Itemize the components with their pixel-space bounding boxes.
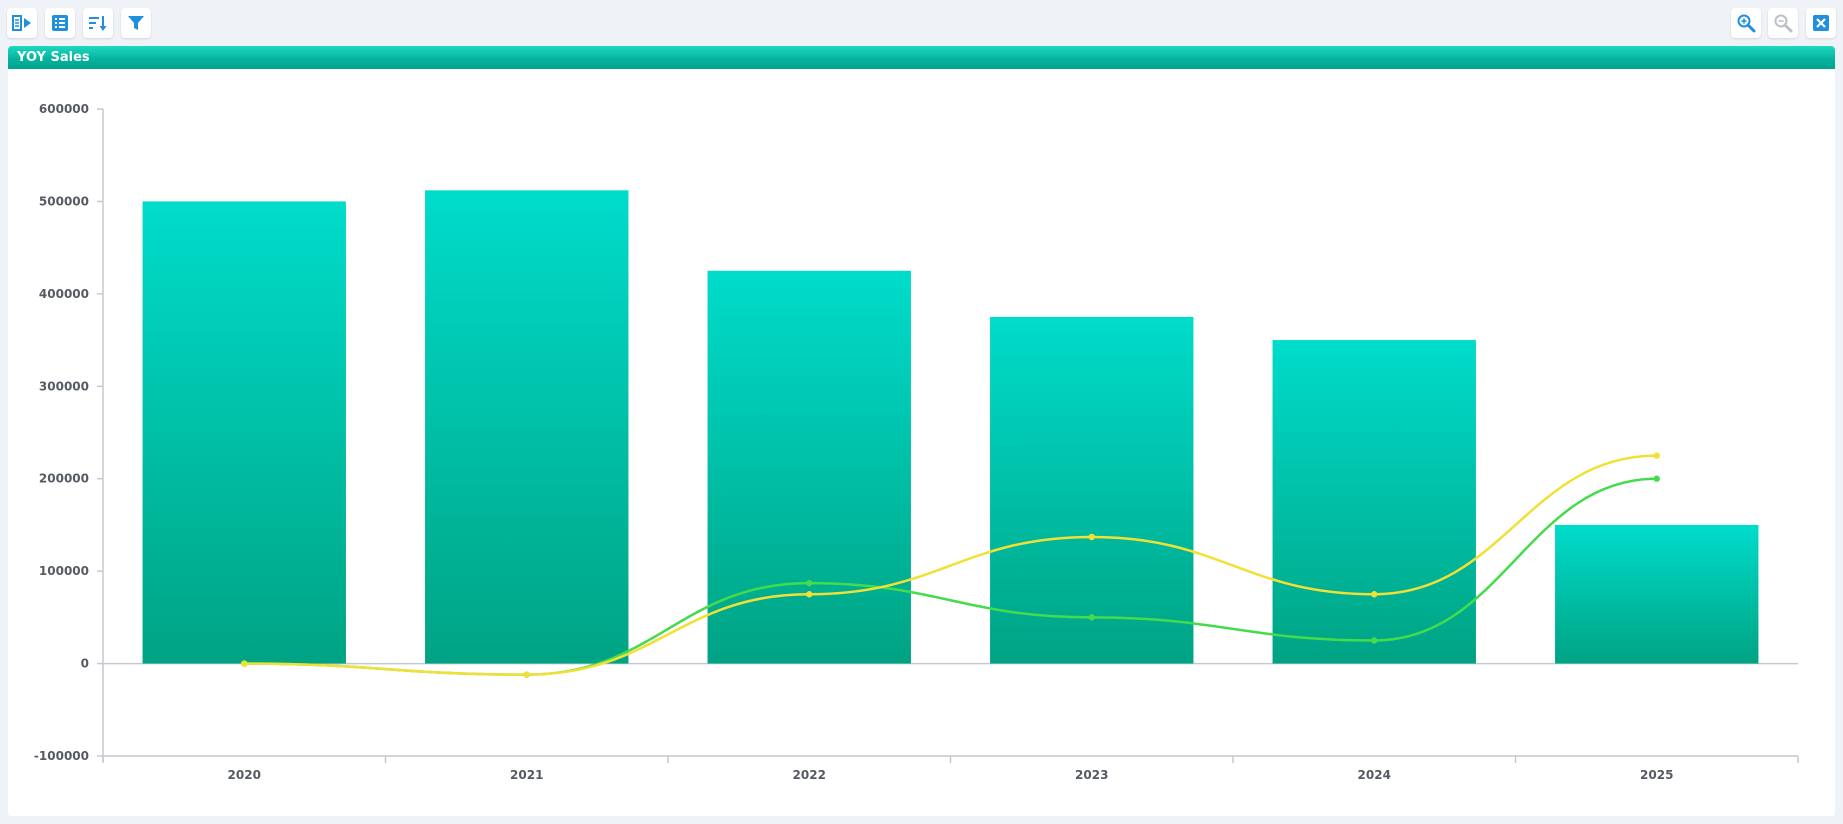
sort-button[interactable] (83, 8, 113, 38)
toggle-panel-button[interactable] (7, 8, 37, 38)
x-tick-label: 2022 (793, 768, 826, 782)
y-tick-label: -100000 (34, 749, 89, 763)
line-point-2024[interactable] (1371, 591, 1378, 598)
filter-button[interactable] (121, 8, 151, 38)
bar-2023[interactable] (990, 316, 1194, 664)
yoy-sales-chart: -100000 0 100000 200000 300000 400000 500000 60… (34, 102, 1799, 782)
y-tick-label: 500000 (39, 194, 89, 208)
y-tick-label: 400000 (39, 287, 89, 301)
line-point-2020[interactable] (241, 660, 248, 667)
line-point-2024[interactable] (1371, 637, 1378, 644)
close-icon (1812, 14, 1830, 32)
bar-2022[interactable] (707, 270, 911, 664)
bar-2024[interactable] (1272, 340, 1476, 664)
list-icon (51, 14, 69, 32)
y-tick-label: 100000 (39, 564, 89, 578)
bar-2021[interactable] (425, 190, 629, 664)
panel-title: YOY Sales (17, 50, 90, 65)
x-tick-label: 2020 (228, 768, 261, 782)
line-point-2021[interactable] (523, 671, 530, 678)
line-point-2025[interactable] (1653, 475, 1660, 482)
x-tick-label: 2021 (510, 768, 543, 782)
zoom-in-button[interactable] (1731, 8, 1761, 38)
line-point-2023[interactable] (1088, 533, 1095, 541)
line-series-2[interactable] (244, 454, 1657, 676)
close-button[interactable] (1806, 8, 1836, 38)
list-view-button[interactable] (45, 8, 75, 38)
panel-header: YOY Sales (8, 46, 1835, 69)
sort-icon (88, 14, 108, 32)
toggle-panel-icon (12, 15, 32, 31)
zoom-in-icon (1736, 13, 1756, 33)
y-tick-label: 600000 (39, 102, 89, 116)
x-tick-label: 2024 (1358, 768, 1391, 782)
line-point-2022[interactable] (806, 579, 813, 587)
line-point-2025[interactable] (1653, 452, 1660, 459)
line-point-2022[interactable] (806, 591, 813, 598)
bar-2025[interactable] (1555, 524, 1759, 664)
toolbar (0, 0, 1843, 46)
filter-icon (127, 14, 145, 32)
y-tick-label: 200000 (39, 472, 89, 486)
x-tick-label: 2025 (1640, 768, 1673, 782)
zoom-out-icon (1773, 13, 1793, 33)
zoom-out-button[interactable] (1768, 8, 1798, 38)
bar-2020[interactable] (142, 201, 346, 664)
line-point-2023[interactable] (1088, 614, 1095, 621)
chart-panel: -100000 0 100000 200000 300000 400000 500000 60… (8, 46, 1835, 816)
y-tick-label: 300000 (39, 379, 89, 393)
y-tick-label: 0 (81, 657, 89, 671)
x-tick-label: 2023 (1075, 768, 1108, 782)
